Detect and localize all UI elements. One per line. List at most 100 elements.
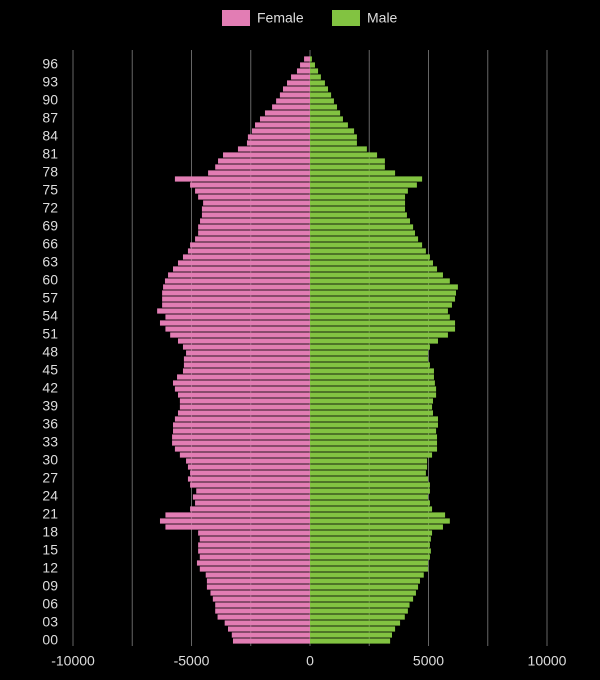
bar [310,194,406,200]
bar [310,470,426,476]
bar [310,350,429,356]
bar [190,482,310,488]
bar [310,134,357,140]
bar [310,296,456,302]
bar [310,146,367,152]
y-tick-label: 15 [42,542,58,558]
y-tick-label: 45 [42,362,58,378]
bar [310,290,456,296]
bar [210,590,310,596]
y-tick-label: 57 [42,290,58,306]
bar [310,464,428,470]
bar [310,626,396,632]
bar [203,200,310,206]
bar [310,524,443,530]
bar [157,308,310,314]
bar [310,368,434,374]
bar [310,86,329,92]
bar [310,176,423,182]
bar [310,254,430,260]
bar [172,440,310,446]
bar [310,536,431,542]
y-tick-label: 39 [42,398,58,414]
bar [162,302,310,308]
bar [159,518,310,524]
x-tick-label: 0 [306,653,314,669]
bar [310,596,414,602]
bar [310,494,429,500]
bar [310,236,419,242]
bar [310,500,430,506]
bar [246,140,310,146]
bar [310,398,434,404]
x-tick-label: -5000 [174,653,210,669]
bar [310,386,437,392]
bar [173,428,310,434]
bar [272,104,310,110]
bar [310,278,450,284]
bar [218,158,310,164]
legend-label: Female [257,10,304,26]
bar [310,512,446,518]
bar [251,128,310,134]
bar [310,206,406,212]
bar [300,62,310,68]
bar [198,230,310,236]
bar [310,104,338,110]
y-tick-label: 36 [42,416,58,432]
bar [310,116,343,122]
bar [173,266,310,272]
bar [310,476,429,482]
bar [196,560,310,566]
bar [310,560,429,566]
bar [310,344,430,350]
bar [310,548,431,554]
bar [182,368,310,374]
bar [310,554,430,560]
y-tick-label: 00 [42,632,58,648]
bar [179,404,310,410]
legend-swatch [222,10,250,26]
bar [212,596,310,602]
bar [310,260,434,266]
bar [205,572,310,578]
bar [291,74,310,80]
bar [304,56,310,62]
bar [310,578,420,584]
bar [201,206,310,212]
bar [182,344,310,350]
bar [310,92,332,98]
bar [192,494,310,500]
bar [310,410,434,416]
bar [165,314,310,320]
bar [310,218,411,224]
bar [177,410,310,416]
y-tick-label: 51 [42,326,58,342]
bar [179,452,310,458]
x-tick-label: -10000 [51,653,95,669]
bar [183,362,310,368]
bar [217,614,310,620]
bar [310,224,414,230]
y-tick-label: 90 [42,92,58,108]
bar [310,434,438,440]
bar [215,608,310,614]
bar [310,380,435,386]
y-tick-label: 84 [42,128,58,144]
bar [165,512,310,518]
y-tick-label: 66 [42,236,58,252]
bar [310,422,438,428]
bar [310,62,315,68]
bar [172,434,310,440]
bar [310,440,438,446]
bar [310,266,438,272]
y-tick-label: 87 [42,110,58,126]
bar [162,290,310,296]
y-tick-label: 27 [42,470,58,486]
y-tick-label: 54 [42,308,58,324]
bar [310,404,433,410]
y-tick-label: 30 [42,452,58,468]
bar [310,188,408,194]
